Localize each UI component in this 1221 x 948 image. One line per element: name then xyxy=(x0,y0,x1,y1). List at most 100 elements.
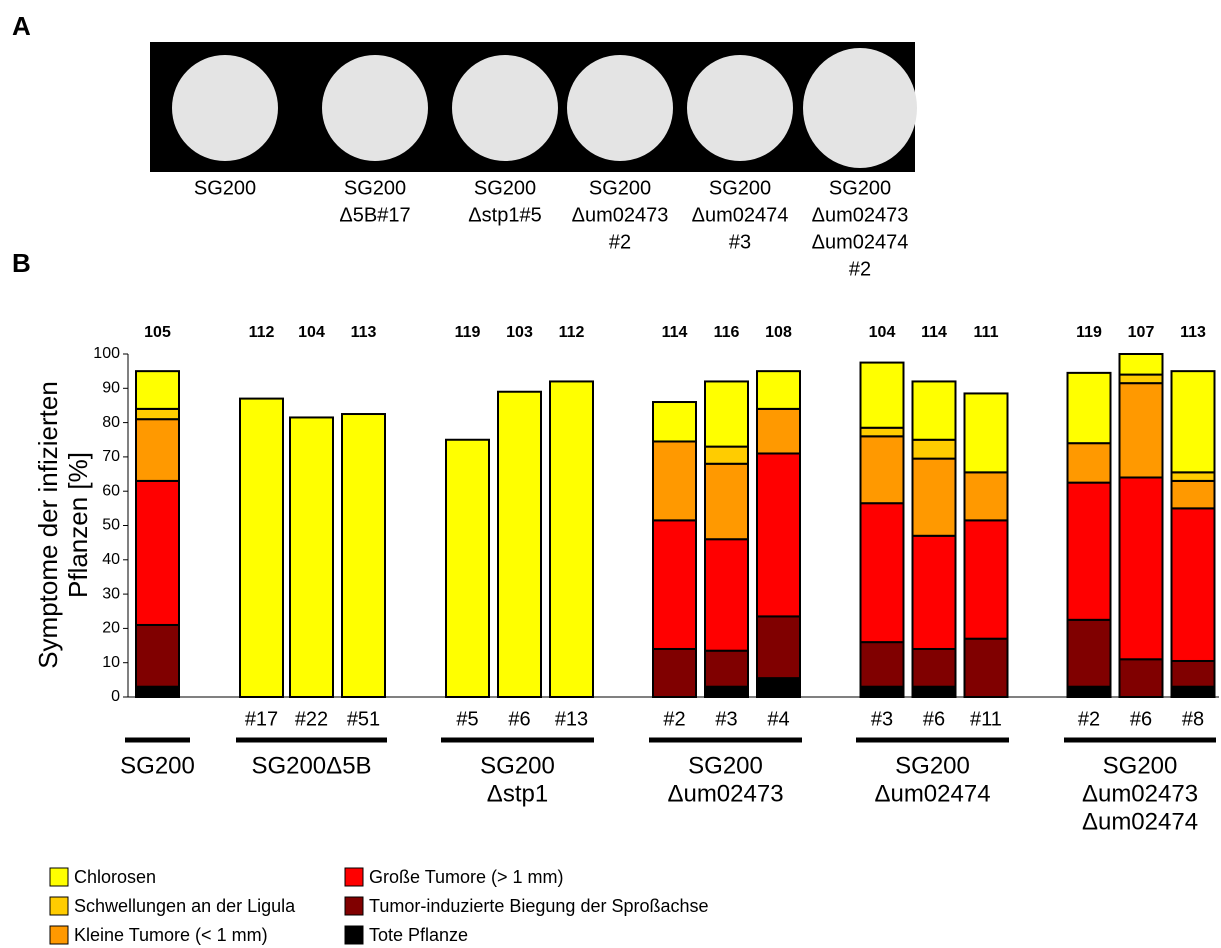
bar-segment xyxy=(1172,472,1215,481)
bar-segment xyxy=(861,436,904,503)
bar-segment xyxy=(1120,477,1163,659)
bar-segment xyxy=(757,371,800,409)
y-tick-label: 60 xyxy=(102,482,120,499)
figure: A B SG200SG200Δ5B#17SG200Δstp1#5SG200Δum… xyxy=(0,0,1221,948)
y-axis-label: Pflanzen [%] xyxy=(63,452,93,598)
x-tick-label: #8 xyxy=(1182,708,1204,730)
sample-label: SG200 xyxy=(474,177,536,199)
bar-segment xyxy=(757,453,800,616)
y-tick-label: 20 xyxy=(102,620,120,637)
legend-label: Tumor-induzierte Biegung der Sproßachse xyxy=(369,896,709,916)
bar-segment xyxy=(913,459,956,536)
bar-segment xyxy=(1120,375,1163,384)
sample-label: Δum02473 xyxy=(572,204,669,226)
x-tick-label: #5 xyxy=(456,708,478,730)
group-label: Δum02474 xyxy=(874,780,990,807)
bar-segment xyxy=(861,642,904,687)
sample-size: 113 xyxy=(1180,324,1206,341)
colony xyxy=(172,55,278,161)
bar-segment xyxy=(136,625,179,687)
group-label: SG200 xyxy=(480,752,555,779)
colony xyxy=(322,55,428,161)
bar-segment xyxy=(861,363,904,428)
sample-label: #3 xyxy=(729,231,751,253)
group-label: Δum02473 xyxy=(667,780,783,807)
y-tick-label: 100 xyxy=(93,345,120,362)
sample-size: 104 xyxy=(869,324,896,341)
bar-segment xyxy=(1068,443,1111,482)
group-label: SG200 xyxy=(688,752,763,779)
sample-size: 107 xyxy=(1128,324,1155,341)
sample-size: 111 xyxy=(974,324,999,341)
group-label: Δum02473 xyxy=(1082,780,1198,807)
bar-segment xyxy=(757,616,800,678)
group-label: Δum02474 xyxy=(1082,808,1198,835)
x-tick-label: #3 xyxy=(871,708,893,730)
bar-segment xyxy=(705,539,748,650)
sample-label: SG200 xyxy=(344,177,406,199)
x-tick-label: #6 xyxy=(1130,708,1152,730)
y-axis-label: Symptome der infizierten xyxy=(33,381,63,669)
sample-size: 119 xyxy=(1076,324,1102,341)
y-tick-label: 90 xyxy=(102,380,120,397)
legend-swatch xyxy=(50,868,68,886)
sample-label: SG200 xyxy=(709,177,771,199)
x-tick-label: #17 xyxy=(245,708,278,730)
bar-segment xyxy=(446,440,489,697)
bar-segment xyxy=(965,520,1008,638)
sample-label: #2 xyxy=(849,258,871,280)
bar-segment xyxy=(653,520,696,649)
bar-segment xyxy=(757,409,800,454)
x-tick-label: #2 xyxy=(1078,708,1100,730)
legend-swatch xyxy=(50,897,68,915)
bar-segment xyxy=(1120,354,1163,375)
bar-segment xyxy=(136,409,179,419)
sample-size: 113 xyxy=(351,324,377,341)
sample-label: Δum02474 xyxy=(692,204,789,226)
bar-segment xyxy=(757,678,800,697)
bar-segment xyxy=(913,687,956,697)
bar-segment xyxy=(705,651,748,687)
sample-size: 112 xyxy=(559,324,585,341)
colony xyxy=(803,48,917,168)
bar-segment xyxy=(136,687,179,697)
x-tick-label: #6 xyxy=(508,708,530,730)
legend-label: Kleine Tumore (< 1 mm) xyxy=(74,925,268,945)
panel-label: A xyxy=(12,11,31,41)
bar-segment xyxy=(550,381,593,697)
bar-segment xyxy=(1068,483,1111,620)
legend-swatch xyxy=(50,926,68,944)
colony xyxy=(687,55,793,161)
sample-size: 114 xyxy=(662,324,688,341)
bar-segment xyxy=(1068,687,1111,697)
bar-segment xyxy=(1172,371,1215,472)
bar-segment xyxy=(913,381,956,439)
bar-segment xyxy=(1172,508,1215,661)
y-tick-label: 50 xyxy=(102,517,120,534)
x-tick-label: #6 xyxy=(923,708,945,730)
sample-size: 105 xyxy=(144,324,171,341)
panel-label: B xyxy=(12,248,31,278)
bar-segment xyxy=(136,481,179,625)
legend-swatch xyxy=(345,897,363,915)
legend-label: Schwellungen an der Ligula xyxy=(74,896,296,916)
sample-label: SG200 xyxy=(194,177,256,199)
sample-label: SG200 xyxy=(589,177,651,199)
bar-segment xyxy=(965,472,1008,520)
sample-size: 119 xyxy=(455,324,481,341)
bar-segment xyxy=(653,649,696,697)
sample-size: 114 xyxy=(921,324,947,341)
legend-label: Große Tumore (> 1 mm) xyxy=(369,867,564,887)
bar-segment xyxy=(913,649,956,687)
legend-swatch xyxy=(345,868,363,886)
bar-segment xyxy=(290,417,333,697)
bar-segment xyxy=(913,536,956,649)
bar-segment xyxy=(861,428,904,437)
bar-segment xyxy=(861,687,904,697)
bar-segment xyxy=(1068,620,1111,687)
sample-label: Δ5B#17 xyxy=(339,204,410,226)
bar-segment xyxy=(1172,687,1215,697)
x-tick-label: #3 xyxy=(715,708,737,730)
x-tick-label: #4 xyxy=(767,708,789,730)
sample-label: SG200 xyxy=(829,177,891,199)
